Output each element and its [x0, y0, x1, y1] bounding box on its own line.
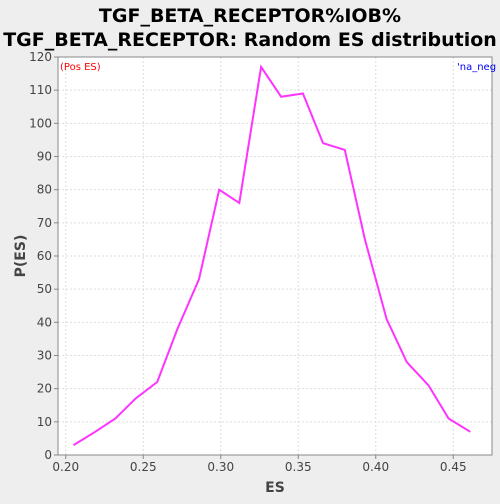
x-axis-label: ES — [265, 480, 285, 496]
x-tick-label: 0.45 — [440, 460, 467, 474]
y-tick-label: 80 — [37, 183, 52, 197]
y-tick-label: 100 — [29, 116, 52, 130]
x-tick-label: 0.35 — [285, 460, 312, 474]
legend-right: 'na_neg — [457, 62, 496, 73]
chart-title-line-1: TGF_BETA_RECEPTOR%IOB% — [99, 5, 401, 27]
y-tick-label: 40 — [37, 315, 52, 329]
y-tick-label: 90 — [37, 150, 52, 164]
y-axis-ticks: 0 10 20 30 40 50 60 70 80 90 100 110 120 — [29, 50, 58, 462]
series-layer — [72, 64, 471, 446]
y-tick-label: 50 — [37, 282, 52, 296]
x-tick-label: 0.25 — [130, 460, 157, 474]
y-tick-label: 10 — [37, 415, 52, 429]
chart-title-line-2: TGF_BETA_RECEPTOR: Random ES distributio… — [3, 29, 497, 51]
y-tick-label: 0 — [44, 448, 52, 462]
legend-left: (Pos ES) — [60, 62, 101, 73]
grid — [58, 56, 492, 456]
y-tick-label: 70 — [37, 216, 52, 230]
y-tick-label: 60 — [37, 249, 52, 263]
series-line — [72, 64, 471, 446]
y-tick-label: 110 — [29, 83, 52, 97]
x-axis-ticks: 0.20 0.25 0.30 0.35 0.40 0.45 — [52, 455, 467, 474]
y-tick-label: 30 — [37, 349, 52, 363]
x-tick-label: 0.30 — [207, 460, 234, 474]
y-axis-label: P(ES) — [13, 235, 29, 278]
y-tick-label: 20 — [37, 382, 52, 396]
x-tick-label: 0.40 — [362, 460, 389, 474]
x-tick-label: 0.20 — [52, 460, 79, 474]
y-tick-label: 120 — [29, 50, 52, 64]
